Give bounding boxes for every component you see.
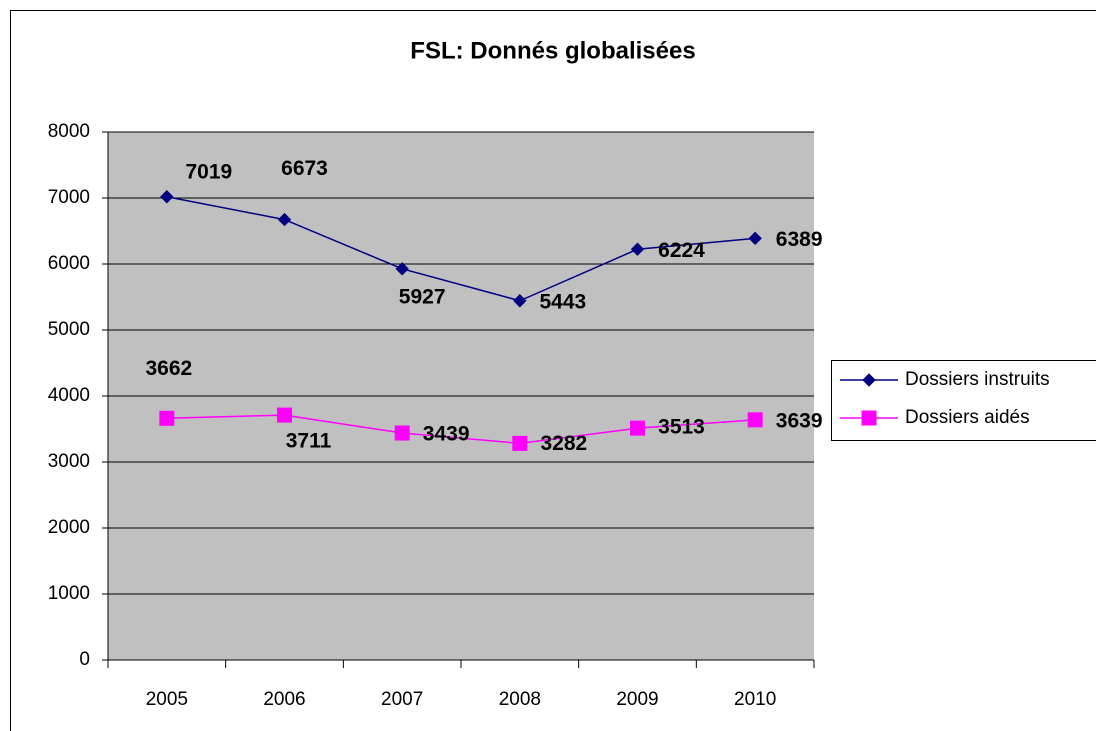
point: [512, 435, 528, 451]
point: [862, 373, 876, 387]
y-tick-label: 7000: [48, 187, 90, 208]
x-tick-label: 2009: [616, 689, 658, 710]
y-tick-label: 8000: [48, 121, 90, 142]
point: [160, 190, 174, 204]
data-label: 5927: [399, 285, 446, 308]
point: [748, 231, 762, 246]
y-tick-label: 2000: [48, 517, 90, 538]
data-label: 3639: [776, 409, 823, 432]
x-tick-label: 2007: [381, 689, 423, 710]
y-tick-label: 4000: [48, 385, 90, 406]
y-tick-label: 0: [79, 649, 90, 670]
point: [513, 294, 527, 308]
point: [630, 242, 645, 256]
series-line: [166, 196, 756, 302]
point: [747, 412, 763, 428]
legend-label: Dossiers instruits: [905, 369, 1050, 390]
data-label: 5443: [539, 290, 586, 313]
y-tick-label: 1000: [48, 583, 90, 604]
point: [159, 410, 175, 426]
data-label: 3662: [145, 357, 192, 380]
data-label: 7019: [185, 160, 232, 183]
point: [277, 407, 292, 423]
legend: [831, 360, 1096, 441]
chart-title: FSL: Donnés globalisées: [410, 37, 695, 64]
data-label: 3282: [540, 432, 587, 455]
x-tick-label: 2010: [734, 689, 776, 710]
legend-label: Dossiers aidés: [905, 407, 1030, 428]
point: [861, 410, 877, 426]
data-label: 3711: [286, 430, 332, 453]
x-tick-label: 2008: [499, 689, 541, 710]
data-label: 6389: [776, 228, 823, 251]
y-tick-label: 3000: [48, 451, 90, 472]
data-label: 3439: [423, 423, 470, 446]
point: [394, 425, 410, 441]
data-label: 3513: [658, 416, 705, 439]
point: [277, 212, 292, 227]
series-line: [166, 414, 756, 445]
point: [395, 262, 409, 276]
data-label: 6224: [658, 239, 705, 262]
x-tick-label: 2006: [263, 689, 305, 710]
y-tick-label: 6000: [48, 253, 90, 274]
x-tick-label: 2005: [146, 689, 188, 710]
y-tick-label: 5000: [48, 319, 90, 340]
point: [630, 420, 645, 436]
data-label: 6673: [281, 157, 328, 180]
